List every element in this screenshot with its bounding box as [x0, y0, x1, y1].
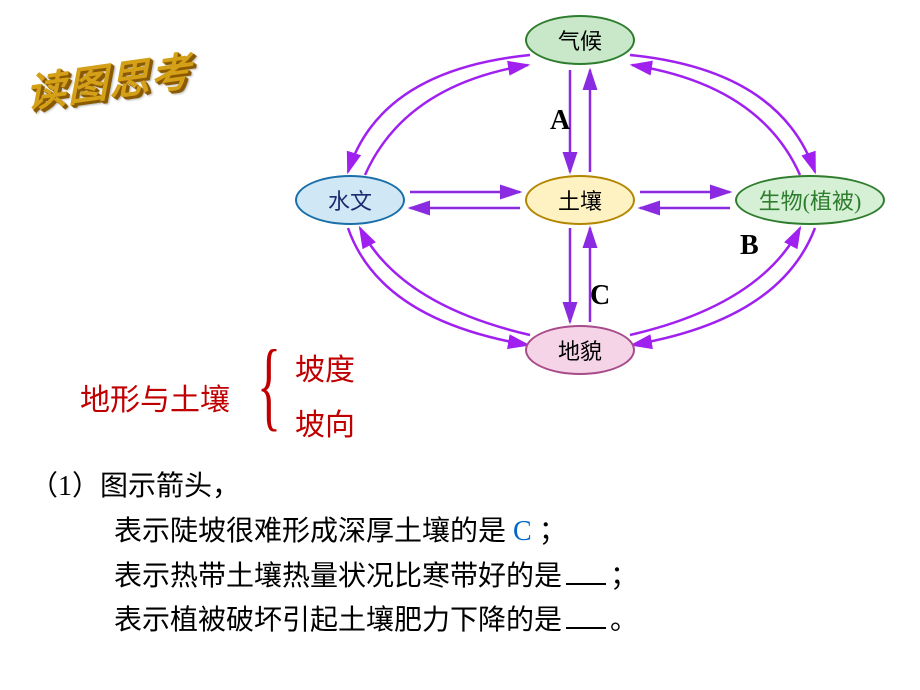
question-line-1: 表示陡坡很难形成深厚土壤的是 C ； — [114, 510, 638, 555]
node-climate: 气候 — [525, 15, 635, 65]
node-soil: 土壤 — [525, 175, 635, 225]
q1-pre: 表示陡坡很难形成深厚土壤的是 — [114, 516, 513, 547]
node-label: 水文 — [328, 184, 372, 216]
terrain-opt-1: 坡度 — [295, 345, 355, 389]
terrain-brace-block: 地形与土壤 { 坡度 坡向 — [80, 340, 480, 450]
q3-post: 。 — [610, 605, 638, 636]
q3-blank — [566, 601, 606, 629]
node-label: 气候 — [558, 24, 602, 56]
node-label: 生物(植被) — [759, 184, 862, 216]
edge-label-a: A — [550, 105, 570, 137]
node-biology: 生物(植被) — [735, 175, 885, 225]
question-lead: （1）图示箭头， — [30, 465, 638, 510]
question-block: （1）图示箭头， 表示陡坡很难形成深厚土壤的是 C ； 表示热带土壤热量状况比寒… — [30, 465, 638, 644]
node-label: 土壤 — [558, 184, 602, 216]
question-line-2: 表示热带土壤热量状况比寒带好的是 ； — [114, 555, 638, 600]
q1-post: ； — [532, 516, 567, 547]
page-title: 读图思考 — [24, 38, 193, 120]
q3-text: 表示植被破坏引起土壤肥力下降的是 — [114, 605, 562, 636]
question-line-3: 表示植被破坏引起土壤肥力下降的是 。 — [114, 599, 638, 644]
node-hydrology: 水文 — [295, 175, 405, 225]
edge-label-b: B — [740, 230, 759, 262]
q2-text: 表示热带土壤热量状况比寒带好的是 — [114, 561, 562, 592]
brace-icon: { — [257, 335, 281, 435]
q1-answer: C — [513, 516, 532, 547]
terrain-opt-2: 坡向 — [295, 400, 355, 444]
q2-blank — [566, 557, 606, 585]
node-landform: 地貌 — [525, 325, 635, 375]
node-label: 地貌 — [558, 334, 602, 366]
edge-label-c: C — [590, 280, 610, 312]
q2-post: ； — [610, 561, 638, 592]
terrain-label: 地形与土壤 — [80, 375, 230, 419]
